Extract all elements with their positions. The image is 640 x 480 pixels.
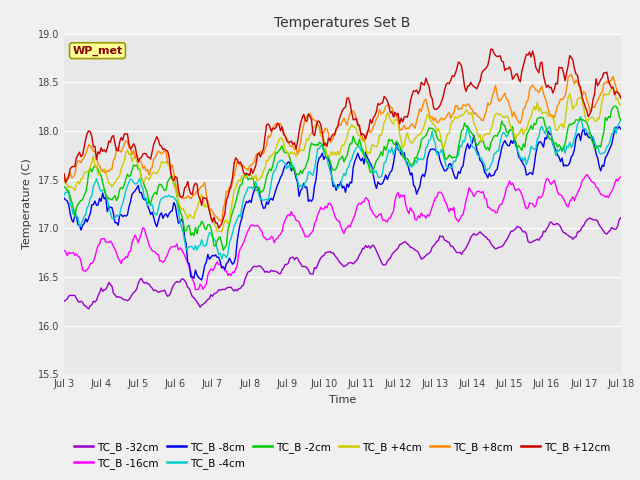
- TC_B -32cm: [379, 262, 387, 267]
- TC_B +12cm: [164, 148, 172, 154]
- Line: TC_B -16cm: TC_B -16cm: [64, 175, 621, 289]
- TC_B +8cm: [379, 110, 387, 116]
- TC_B +12cm: [76, 149, 83, 155]
- TC_B -2cm: [379, 153, 387, 158]
- TC_B +12cm: [410, 88, 417, 94]
- TC_B -2cm: [611, 103, 618, 109]
- TC_B -2cm: [397, 147, 405, 153]
- TC_B -32cm: [76, 299, 83, 305]
- TC_B +12cm: [215, 225, 223, 231]
- TC_B +4cm: [617, 102, 625, 108]
- TC_B -16cm: [397, 192, 405, 198]
- TC_B -2cm: [60, 184, 68, 190]
- TC_B -8cm: [60, 195, 68, 201]
- TC_B +4cm: [550, 119, 558, 125]
- TC_B -16cm: [617, 174, 625, 180]
- TC_B -4cm: [617, 116, 625, 122]
- TC_B +8cm: [617, 96, 625, 101]
- Line: TC_B -2cm: TC_B -2cm: [64, 106, 621, 251]
- TC_B -4cm: [410, 162, 417, 168]
- TC_B -8cm: [379, 180, 387, 186]
- TC_B +4cm: [609, 85, 617, 91]
- TC_B -2cm: [410, 160, 417, 166]
- TC_B -16cm: [60, 247, 68, 253]
- Line: TC_B -32cm: TC_B -32cm: [64, 218, 621, 309]
- TC_B -16cm: [193, 287, 201, 292]
- TC_B +4cm: [164, 161, 172, 167]
- TC_B -32cm: [410, 246, 417, 252]
- TC_B -4cm: [60, 192, 68, 198]
- TC_B +4cm: [379, 128, 387, 133]
- TC_B -8cm: [164, 214, 172, 220]
- TC_B -8cm: [198, 277, 205, 283]
- TC_B +4cm: [397, 137, 405, 143]
- TC_B +4cm: [60, 177, 68, 182]
- TC_B -2cm: [550, 142, 558, 148]
- TC_B +8cm: [60, 172, 68, 178]
- TC_B -8cm: [617, 126, 625, 132]
- TC_B +4cm: [218, 229, 226, 235]
- Legend: TC_B -32cm, TC_B -16cm, TC_B -8cm, TC_B -4cm, TC_B -2cm, TC_B +4cm, TC_B +8cm, T: TC_B -32cm, TC_B -16cm, TC_B -8cm, TC_B …: [70, 438, 614, 473]
- TC_B -32cm: [617, 215, 625, 221]
- TC_B -8cm: [76, 222, 83, 228]
- TC_B -8cm: [397, 152, 405, 158]
- TC_B -32cm: [60, 299, 68, 304]
- TC_B -16cm: [379, 217, 387, 223]
- TC_B -4cm: [218, 256, 226, 262]
- TC_B -4cm: [397, 146, 405, 152]
- TC_B -2cm: [617, 117, 625, 123]
- Title: Temperatures Set B: Temperatures Set B: [274, 16, 411, 30]
- TC_B -32cm: [85, 306, 93, 312]
- TC_B +4cm: [410, 139, 417, 144]
- TC_B +12cm: [617, 95, 625, 101]
- TC_B -2cm: [76, 200, 83, 205]
- TC_B -16cm: [76, 254, 83, 260]
- TC_B -4cm: [379, 169, 387, 175]
- TC_B -4cm: [76, 224, 83, 229]
- TC_B -16cm: [164, 252, 172, 257]
- TC_B -2cm: [220, 248, 227, 253]
- TC_B +8cm: [410, 123, 417, 129]
- Line: TC_B +4cm: TC_B +4cm: [64, 88, 621, 232]
- TC_B -8cm: [410, 182, 417, 188]
- TC_B +12cm: [552, 80, 559, 86]
- TC_B -16cm: [410, 209, 417, 215]
- TC_B -16cm: [583, 172, 591, 178]
- TC_B -2cm: [164, 179, 172, 185]
- TC_B +8cm: [164, 159, 172, 165]
- TC_B +12cm: [487, 46, 495, 52]
- Text: WP_met: WP_met: [72, 46, 123, 56]
- TC_B -16cm: [550, 178, 558, 183]
- TC_B -4cm: [550, 146, 558, 152]
- TC_B +12cm: [60, 170, 68, 176]
- TC_B +8cm: [397, 127, 405, 133]
- TC_B +8cm: [568, 72, 575, 77]
- TC_B -4cm: [577, 114, 584, 120]
- TC_B +12cm: [397, 115, 405, 121]
- Line: TC_B +12cm: TC_B +12cm: [64, 49, 621, 228]
- TC_B -4cm: [164, 193, 172, 199]
- TC_B -32cm: [397, 241, 405, 247]
- Line: TC_B -8cm: TC_B -8cm: [64, 127, 621, 280]
- Line: TC_B -4cm: TC_B -4cm: [64, 117, 621, 259]
- TC_B +8cm: [76, 158, 83, 164]
- TC_B -8cm: [616, 124, 623, 130]
- TC_B +8cm: [550, 115, 558, 120]
- TC_B -8cm: [550, 144, 558, 149]
- X-axis label: Time: Time: [329, 395, 356, 405]
- TC_B -32cm: [550, 222, 558, 228]
- Y-axis label: Temperature (C): Temperature (C): [22, 158, 32, 250]
- TC_B +4cm: [76, 181, 83, 187]
- TC_B +8cm: [218, 218, 226, 224]
- Line: TC_B +8cm: TC_B +8cm: [64, 74, 621, 221]
- TC_B +12cm: [379, 100, 387, 106]
- TC_B -32cm: [165, 293, 173, 299]
